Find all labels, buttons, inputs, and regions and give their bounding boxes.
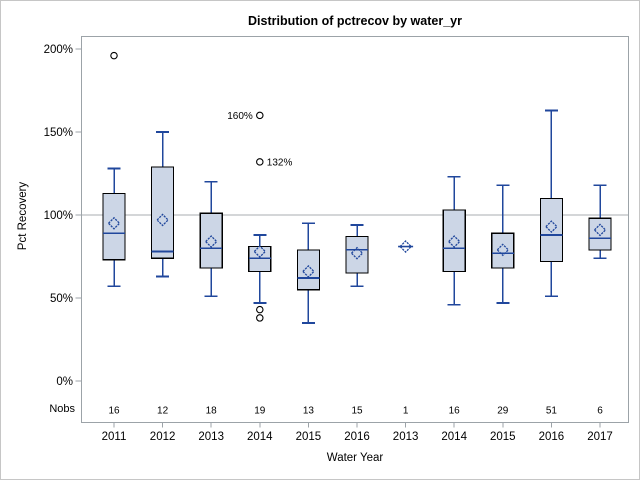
outlier-label: 160% (227, 111, 253, 122)
box-group-2017-10 (588, 184, 612, 260)
x-axis-tick-label: 2014 (247, 431, 273, 443)
x-axis-tick-label: 2014 (441, 431, 467, 443)
iqr-box (199, 212, 223, 269)
box-group-2012-1 (151, 131, 175, 278)
iqr-box (442, 209, 466, 273)
mean-diamond (204, 235, 218, 248)
box-group-2011-0 (102, 51, 126, 288)
x-axis-tick-label: 2015 (490, 431, 516, 443)
y-axis-tick-label: 200% (44, 44, 73, 56)
nobs-value: 15 (351, 406, 363, 417)
x-axis-tick-label: 2011 (102, 431, 127, 443)
outlier-point (256, 305, 264, 314)
outlier-label: 132% (267, 157, 293, 168)
outlier-point (256, 111, 264, 120)
mean-diamond (301, 265, 315, 278)
nobs-value: 29 (497, 406, 509, 417)
mean-diamond (544, 220, 558, 234)
chart-title: Distribution of pctrecov by water_yr (248, 14, 462, 28)
nobs-value: 1 (403, 406, 409, 417)
x-axis-title: Water Year (326, 452, 384, 464)
nobs-value: 19 (254, 406, 266, 417)
iqr-box (151, 166, 175, 259)
x-axis-tick-label: 2016 (344, 431, 370, 443)
nobs-value: 51 (546, 406, 558, 417)
iqr-box (588, 217, 612, 251)
iqr-box (296, 249, 320, 291)
y-axis-tick-label: 50% (50, 293, 73, 305)
nobs-row-label: Nobs (49, 403, 75, 415)
mean-diamond (253, 245, 267, 258)
y-axis-title: Pct Recovery (17, 181, 29, 251)
x-axis-tick-label: 2012 (150, 431, 176, 443)
box-group-2016-9 (539, 109, 564, 298)
y-axis-tick-label: 100% (44, 210, 73, 222)
x-axis-tick-label: 2017 (587, 431, 613, 443)
nobs-value: 13 (303, 406, 315, 417)
nobs-value: 6 (597, 406, 603, 417)
mean-diamond (447, 235, 461, 248)
x-axis-tick-label: 2013 (198, 431, 224, 443)
iqr-box (491, 232, 515, 269)
nobs-value: 12 (157, 406, 169, 417)
box-group-2015-4 (296, 222, 320, 324)
mean-diamond (107, 216, 121, 230)
y-axis-tick-label: 0% (56, 376, 73, 388)
box-group-2016-5 (345, 224, 369, 288)
mean-diamond (156, 213, 170, 227)
x-axis-tick-label: 2013 (393, 431, 419, 443)
box-group-2013-2 (199, 180, 223, 298)
box-group-2015-8 (491, 184, 515, 304)
mean-diamond (350, 246, 364, 260)
outlier-point (110, 51, 118, 60)
x-axis-tick-label: 2016 (539, 431, 565, 443)
mean-diamond (399, 240, 413, 253)
nobs-value: 16 (449, 406, 461, 417)
nobs-value: 18 (206, 406, 218, 417)
nobs-value: 16 (108, 406, 120, 417)
mean-diamond (593, 223, 607, 237)
box-group-2014-7 (442, 175, 466, 306)
iqr-box (102, 192, 126, 261)
box-group-2013-6 (398, 240, 414, 253)
box-group-2014-3: 160% 132% (227, 111, 293, 322)
y-axis-tick-label: 150% (44, 127, 73, 139)
x-axis-tick-label: 2015 (296, 431, 322, 443)
plot-frame (81, 36, 629, 423)
outlier-point (256, 314, 264, 322)
iqr-box (345, 235, 369, 274)
mean-diamond (496, 243, 510, 257)
iqr-box (539, 197, 564, 263)
outlier-point (256, 158, 264, 166)
